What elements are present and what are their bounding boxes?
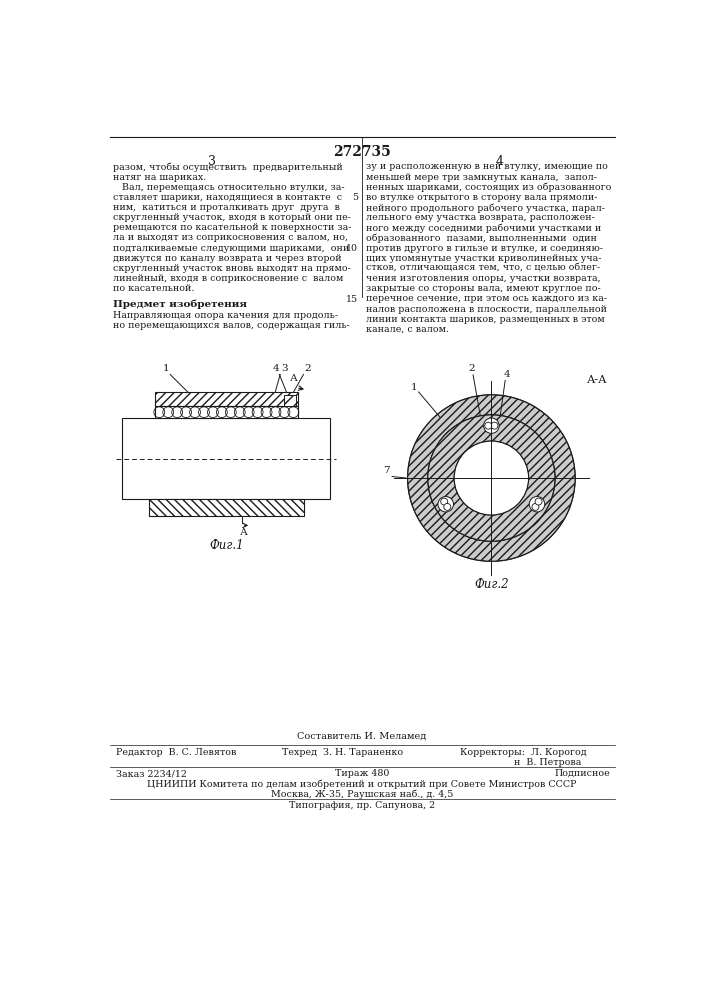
Polygon shape <box>408 395 575 561</box>
Text: во втулке открытого в сторону вала прямоли-: во втулке открытого в сторону вала прямо… <box>366 193 597 202</box>
Text: 2: 2 <box>468 364 475 373</box>
Text: щих упомянутые участки криволинейных уча-: щих упомянутые участки криволинейных уча… <box>366 254 602 263</box>
Circle shape <box>535 498 542 505</box>
Circle shape <box>484 418 499 433</box>
Text: 3: 3 <box>209 155 216 168</box>
Text: ненных шариками, состоящих из образованного: ненных шариками, состоящих из образованн… <box>366 183 611 192</box>
Text: А: А <box>290 374 298 383</box>
Text: разом, чтобы осуществить  предварительный: разом, чтобы осуществить предварительный <box>113 162 343 172</box>
Circle shape <box>438 497 453 512</box>
Polygon shape <box>155 392 298 406</box>
Text: 15: 15 <box>346 295 358 304</box>
Circle shape <box>454 441 529 515</box>
Text: скругленный участок, входя в который они пе-: скругленный участок, входя в который они… <box>113 213 351 222</box>
Circle shape <box>530 497 545 512</box>
Text: 272735: 272735 <box>333 145 391 159</box>
Text: стков, отличающаяся тем, что, с целью облег-: стков, отличающаяся тем, что, с целью об… <box>366 264 600 273</box>
Text: меньшей мере три замкнутых канала,  запол-: меньшей мере три замкнутых канала, запол… <box>366 173 597 182</box>
Text: 1: 1 <box>163 364 170 373</box>
Text: 4: 4 <box>503 370 510 379</box>
Text: но перемещающихся валов, содержащая гиль-: но перемещающихся валов, содержащая гиль… <box>113 321 350 330</box>
Circle shape <box>532 503 539 510</box>
Text: 10: 10 <box>346 244 358 253</box>
Polygon shape <box>149 499 304 516</box>
Text: 3: 3 <box>281 364 288 373</box>
Text: линейный, входя в соприкосновение с  валом: линейный, входя в соприкосновение с вало… <box>113 274 344 283</box>
Text: Техред  З. Н. Тараненко: Техред З. Н. Тараненко <box>282 748 403 757</box>
Text: 2: 2 <box>305 364 311 373</box>
Text: закрытые со стороны вала, имеют круглое по-: закрытые со стороны вала, имеют круглое … <box>366 284 600 293</box>
Circle shape <box>444 503 451 510</box>
Text: перечное сечение, при этом ось каждого из ка-: перечное сечение, при этом ось каждого и… <box>366 294 607 303</box>
Text: канале, с валом.: канале, с валом. <box>366 325 449 334</box>
Text: налов расположена в плоскости, параллельной: налов расположена в плоскости, параллель… <box>366 305 607 314</box>
Circle shape <box>440 498 448 505</box>
Text: Корректоры:  Л. Корогод: Корректоры: Л. Корогод <box>460 748 587 757</box>
Text: Типография, пр. Сапунова, 2: Типография, пр. Сапунова, 2 <box>289 801 435 810</box>
Text: ла и выходят из соприкосновения с валом, но,: ла и выходят из соприкосновения с валом,… <box>113 233 348 242</box>
Text: зу и расположенную в ней втулку, имеющие по: зу и расположенную в ней втулку, имеющие… <box>366 162 608 171</box>
Text: Вал, перемещаясь относительно втулки, за-: Вал, перемещаясь относительно втулки, за… <box>113 183 345 192</box>
Text: натяг на шариках.: натяг на шариках. <box>113 173 206 182</box>
Text: 1: 1 <box>411 383 417 392</box>
Text: ЦНИИПИ Комитета по делам изобретений и открытий при Совете Министров СССР: ЦНИИПИ Комитета по делам изобретений и о… <box>147 780 577 789</box>
Wedge shape <box>408 395 575 561</box>
Text: Фиг.2: Фиг.2 <box>474 578 509 591</box>
Text: ремещаются по касательной к поверхности за-: ремещаются по касательной к поверхности … <box>113 223 351 232</box>
Text: подталкиваемые следующими шариками,  они: подталкиваемые следующими шариками, они <box>113 244 349 253</box>
Text: Москва, Ж-35, Раушская наб., д. 4,5: Москва, Ж-35, Раушская наб., д. 4,5 <box>271 790 453 799</box>
Text: Фиг.1: Фиг.1 <box>209 539 244 552</box>
Text: н  В. Петрова: н В. Петрова <box>460 758 582 767</box>
Text: Направляющая опора качения для продоль-: Направляющая опора качения для продоль- <box>113 311 338 320</box>
Text: чения изготовления опоры, участки возврата,: чения изготовления опоры, участки возвра… <box>366 274 600 283</box>
Text: нейного продольного рабочего участка, парал-: нейного продольного рабочего участка, па… <box>366 203 604 213</box>
Text: Предмет изобретения: Предмет изобретения <box>113 299 247 309</box>
Text: 4: 4 <box>273 364 280 373</box>
Circle shape <box>491 422 498 429</box>
Text: образованного  пазами, выполненными  один: образованного пазами, выполненными один <box>366 233 597 243</box>
Text: А-А: А-А <box>587 375 607 385</box>
Polygon shape <box>122 418 330 499</box>
Text: А: А <box>240 528 248 537</box>
Circle shape <box>428 415 555 541</box>
Text: по касательной.: по касательной. <box>113 284 194 293</box>
Polygon shape <box>284 395 296 406</box>
Text: скругленный участок вновь выходят на прямо-: скругленный участок вновь выходят на пря… <box>113 264 351 273</box>
Text: ставляет шарики, находящиеся в контакте  с: ставляет шарики, находящиеся в контакте … <box>113 193 342 202</box>
Text: лельного ему участка возврата, расположен-: лельного ему участка возврата, расположе… <box>366 213 595 222</box>
Polygon shape <box>155 406 298 418</box>
Text: Составитель И. Меламед: Составитель И. Меламед <box>298 732 426 741</box>
Wedge shape <box>428 415 555 541</box>
Text: ного между соседними рабочими участками и: ного между соседними рабочими участками … <box>366 223 601 233</box>
Text: против другого в гильзе и втулке, и соединяю-: против другого в гильзе и втулке, и соед… <box>366 244 603 253</box>
Text: 7: 7 <box>382 466 390 475</box>
Text: Заказ 2234/12: Заказ 2234/12 <box>115 769 187 778</box>
Circle shape <box>485 422 492 429</box>
Text: 4: 4 <box>495 155 503 168</box>
Text: 5: 5 <box>352 193 358 202</box>
Text: Редактор  В. С. Левятов: Редактор В. С. Левятов <box>115 748 236 757</box>
Text: Подписное: Подписное <box>555 769 611 778</box>
Text: ним,  катиться и проталкивать друг  друга  в: ним, катиться и проталкивать друг друга … <box>113 203 340 212</box>
Text: Тираж 480: Тираж 480 <box>334 769 389 778</box>
Text: линии контакта шариков, размещенных в этом: линии контакта шариков, размещенных в эт… <box>366 315 604 324</box>
Text: движутся по каналу возврата и через второй: движутся по каналу возврата и через втор… <box>113 254 341 263</box>
